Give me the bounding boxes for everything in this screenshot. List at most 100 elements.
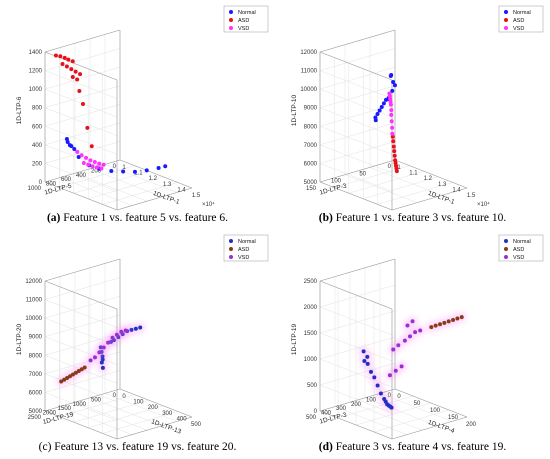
point-a-asd-1 [58, 54, 63, 59]
point-d-vsd-9 [393, 368, 398, 373]
point-a-asd-11 [75, 77, 80, 82]
point-d-normal-3 [372, 375, 377, 380]
z-tick-a-0: 0 [39, 180, 43, 186]
point-a-vsd-3 [88, 158, 93, 163]
point-c-normal-13 [100, 365, 105, 370]
series-b-vsd [387, 91, 395, 136]
legend-label-b-0: Normal [513, 10, 531, 16]
x-tick-d-0: 0 [397, 394, 401, 400]
point-d-vsd-1 [408, 334, 412, 339]
point-a-asd-5 [60, 62, 65, 67]
caption-b-text: Feature 1 vs. feature 3 vs. feature 10. [332, 212, 507, 224]
point-c-vsd-0 [88, 358, 93, 363]
frame-edge-d-2 [391, 416, 468, 440]
caption-a: (a) Feature 1 vs. feature 5 vs. feature … [0, 212, 275, 224]
legend-label-c-0: Normal [238, 239, 256, 245]
caption-b-tag: (b) [318, 212, 333, 224]
x-tick-a-2: 1.2 [149, 176, 158, 182]
frame-edge-b-0 [394, 159, 468, 189]
point-c-normal-7 [138, 325, 143, 330]
scatter3d-plot-d: 0501001502000100200300400500050010001500… [291, 234, 544, 440]
legend-label-d-1: ASD [513, 247, 524, 253]
frame-edge-b-1 [319, 159, 396, 183]
x-tick-c-0: 0 [122, 394, 126, 400]
x-tick-c-4: 400 [177, 416, 188, 422]
legend-marker-a-2 [229, 26, 233, 30]
y-tick-d-4: 400 [321, 411, 332, 417]
gridline-z-a-2 [44, 122, 121, 174]
point-a-asd-15 [89, 144, 94, 149]
x-tick-c-5: 500 [191, 422, 202, 428]
scatter3d-plot-c: 0100200300400500050010001500200025005000… [16, 234, 269, 440]
point-b-normal-7 [384, 97, 388, 102]
x-tick-a-3: 1.3 [163, 182, 172, 188]
point-a-asd-0 [53, 53, 58, 58]
point-a-vsd-7 [81, 161, 86, 166]
z-tick-d-1: 500 [307, 383, 318, 389]
y-tick-c-1: 500 [91, 397, 102, 403]
x-tick-c-3: 300 [162, 411, 173, 417]
z-tick-c-3: 8000 [29, 353, 43, 359]
subplot-a: 1 1.1 1.2 1.3 1.4 1.5 0 200 400 600 800 1000 0 200 400… [0, 0, 275, 229]
gridline-x-b-0 [319, 52, 396, 183]
point-a-asd-3 [66, 57, 71, 62]
point-d-asd-3 [451, 317, 456, 322]
point-d-normal-11 [389, 405, 394, 410]
y-tick-a-0: 0 [113, 164, 117, 170]
z-tick-a-7: 1400 [29, 50, 43, 56]
point-b-normal-10 [377, 108, 382, 113]
point-b-asd-0 [391, 144, 396, 149]
series-a-asd [53, 53, 94, 149]
point-b-vsd-6 [389, 112, 394, 117]
subplot-d: 0 50 100 150 200 0 100 200 300 400 500 0 500 1000 1500… [275, 229, 550, 458]
point-d-vsd-7 [410, 319, 415, 324]
series-c-vsd [85, 325, 131, 366]
gridline-z-b-3 [319, 104, 396, 155]
frame-edge-a-3 [44, 181, 118, 211]
subplot-b: 1 1.1 1.2 1.3 1.4 1.5 0 50 100 150 5000 6000 7000 800… [275, 0, 550, 229]
point-b-vsd-8 [390, 125, 395, 130]
frame-edge-b-2 [391, 187, 468, 211]
point-d-vsd-2 [413, 330, 418, 335]
point-c-asd-1 [62, 377, 67, 382]
x-tick-d-4: 200 [466, 422, 477, 428]
point-d-vsd-10 [387, 373, 392, 378]
x-tick-b-4: 1.4 [452, 187, 461, 193]
x-tick-a-5: 1.5 [192, 193, 201, 199]
z-tick-a-3: 600 [32, 124, 43, 130]
point-a-normal-3 [69, 144, 74, 149]
point-c-vsd-8 [123, 328, 128, 333]
y-tick-a-4: 800 [46, 182, 57, 188]
z-tick-b-7: 12000 [300, 50, 317, 56]
series-d-normal [358, 346, 397, 413]
caption-a-tag: (a) [46, 212, 61, 224]
legend-label-a-0: Normal [238, 10, 256, 16]
y-tick-c-0: 0 [113, 393, 117, 399]
point-c-vsd-7 [119, 329, 124, 334]
y-tick-d-5: 500 [306, 415, 317, 421]
point-c-asd-6 [76, 369, 81, 374]
z-tick-c-1: 6000 [29, 390, 43, 396]
point-d-normal-12 [361, 349, 366, 354]
point-d-vsd-4 [396, 343, 401, 348]
gridline-y-b-1 [369, 37, 443, 196]
legend-marker-a-0 [229, 10, 233, 14]
axes-frame-c [44, 258, 193, 440]
z-tick-a-6: 1200 [29, 69, 43, 75]
series-c-asd [56, 362, 90, 387]
frame-edge-d-7 [319, 258, 396, 282]
gridline-z-b-2 [319, 122, 396, 174]
point-c-asd-8 [82, 365, 87, 370]
gridline-z-c-7 [44, 258, 121, 310]
z-tick-a-5: 1000 [29, 87, 43, 93]
x-multiplier-a: ×10⁴ [202, 201, 215, 208]
z-tick-b-6: 11000 [301, 69, 318, 75]
point-c-normal-6 [133, 326, 138, 331]
gridline-z-a-1 [44, 141, 121, 192]
y-tick-c-3: 1500 [58, 406, 72, 412]
point-b-vsd-7 [389, 119, 394, 124]
caption-c-text: Feature 13 vs. feature 19 vs. feature 20… [51, 441, 237, 453]
legend-d: Normal ASD VSD [498, 234, 544, 262]
z-tick-c-5: 10000 [25, 316, 42, 322]
